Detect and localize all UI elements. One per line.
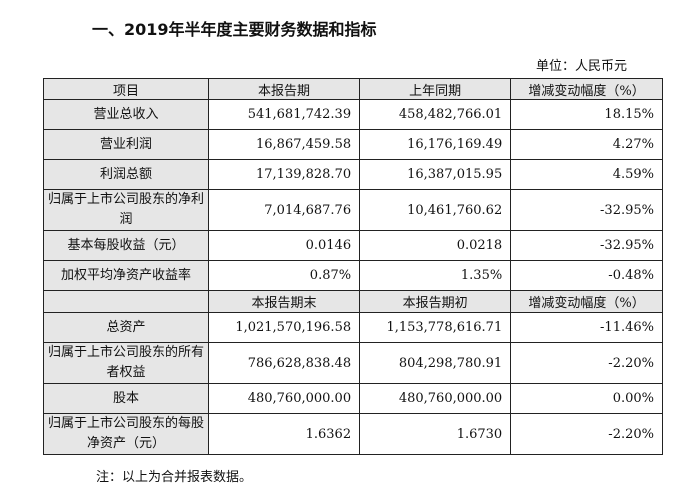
row-label (43, 290, 209, 313)
row-label: 归属于上市公司股东的所有者权益 (43, 342, 209, 384)
cell: 786,628,838.48 (207, 342, 361, 384)
cell: 1,153,778,616.71 (359, 312, 512, 343)
cell: 480,760,000.00 (207, 383, 361, 414)
cell: 7,014,687.76 (207, 189, 361, 231)
table-row: 归属于上市公司股东的每股净资产（元） 1.6362 1.6730 -2.20% (43, 413, 663, 455)
table-row: 归属于上市公司股东的所有者权益 786,628,838.48 804,298,780… (43, 342, 663, 384)
cell: 10,461,760.62 (359, 189, 512, 231)
cell: -32.95% (510, 189, 663, 231)
cell: 541,681,742.39 (207, 99, 361, 130)
cell: 本报告期初 (359, 290, 512, 313)
cell: 480,760,000.00 (359, 383, 512, 414)
cell: 1,021,570,196.58 (207, 312, 361, 343)
table-row: 股本 480,760,000.00 480,760,000.00 0.00% (43, 383, 663, 414)
cell: -2.20% (510, 342, 663, 384)
row-label: 股本 (43, 383, 209, 414)
row-label: 营业总收入 (43, 99, 209, 130)
cell: 1.35% (359, 260, 512, 291)
row-label: 项目 (43, 78, 209, 100)
financial-table: 项目 本报告期 上年同期 增减变动幅度（%） 营业总收入 541,681,742.39 45… (43, 78, 663, 455)
cell: 本报告期 (207, 78, 361, 100)
cell: 1.6730 (359, 413, 512, 455)
row-label: 归属于上市公司股东的净利润 (43, 189, 209, 231)
row-label: 归属于上市公司股东的每股净资产（元） (43, 413, 209, 455)
cell: 4.27% (510, 129, 663, 160)
section-title: 一、2019年半年度主要财务数据和指标 (92, 20, 377, 39)
cell: 17,139,828.70 (207, 159, 361, 190)
cell: -32.95% (510, 230, 663, 261)
row-label: 基本每股收益（元） (43, 230, 209, 261)
table-row: 加权平均净资产收益率 0.87% 1.35% -0.48% (43, 260, 663, 291)
table-row: 基本每股收益（元） 0.0146 0.0218 -32.95% (43, 230, 663, 261)
cell: 增减变动幅度（%） (510, 290, 663, 313)
note: 注：以上为合并报表数据。 (96, 470, 253, 485)
cell: -2.20% (510, 413, 663, 455)
cell: 458,482,766.01 (359, 99, 512, 130)
row-label: 加权平均净资产收益率 (43, 260, 209, 291)
cell: 16,867,459.58 (207, 129, 361, 160)
header-row: 项目 本报告期 上年同期 增减变动幅度（%） (43, 78, 663, 100)
cell: 0.0218 (359, 230, 512, 261)
cell: 本报告期末 (207, 290, 361, 313)
cell: -0.48% (510, 260, 663, 291)
table-row: 总资产 1,021,570,196.58 1,153,778,616.71 -11.4… (43, 312, 663, 343)
row-label: 营业利润 (43, 129, 209, 160)
cell: 0.00% (510, 383, 663, 414)
unit-label: 单位：人民币元 (536, 59, 628, 74)
row-label: 总资产 (43, 312, 209, 343)
table-row: 利润总额 17,139,828.70 16,387,015.95 4.59% (43, 159, 663, 190)
cell: 18.15% (510, 99, 663, 130)
table-row: 归属于上市公司股东的净利润 7,014,687.76 10,461,760.62 -3… (43, 189, 663, 231)
cell: 上年同期 (359, 78, 512, 100)
cell: 0.87% (207, 260, 361, 291)
table-row: 营业总收入 541,681,742.39 458,482,766.01 18.15% (43, 99, 663, 130)
cell: 1.6362 (207, 413, 361, 455)
cell: 4.59% (510, 159, 663, 190)
cell: 增减变动幅度（%） (510, 78, 663, 100)
cell: 0.0146 (207, 230, 361, 261)
cell: 16,387,015.95 (359, 159, 512, 190)
header-row: 本报告期末 本报告期初 增减变动幅度（%） (43, 290, 663, 313)
row-label: 利润总额 (43, 159, 209, 190)
table-row: 营业利润 16,867,459.58 16,176,169.49 4.27% (43, 129, 663, 160)
cell: -11.46% (510, 312, 663, 343)
cell: 804,298,780.91 (359, 342, 512, 384)
cell: 16,176,169.49 (359, 129, 512, 160)
